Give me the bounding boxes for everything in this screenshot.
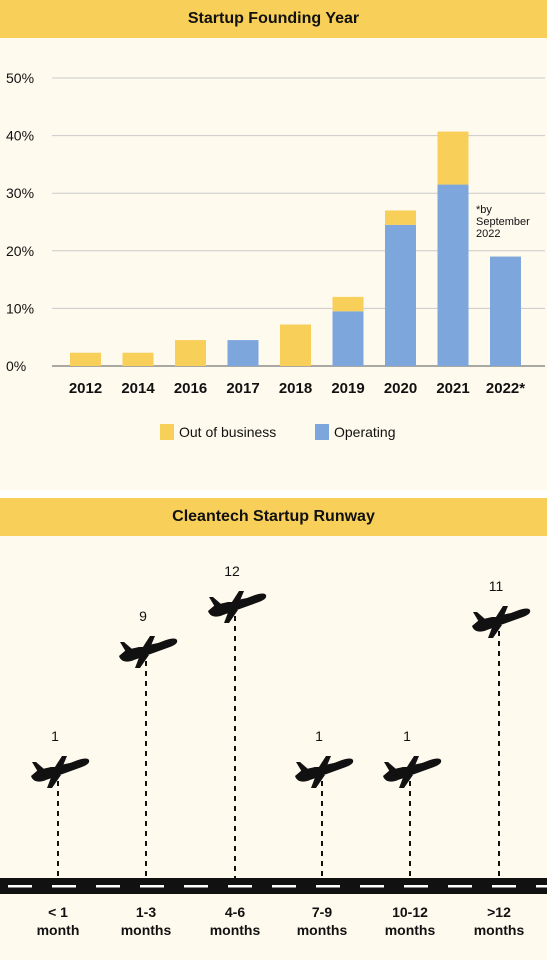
- category-label: >12: [487, 904, 511, 920]
- category-label: 7-9: [312, 904, 332, 920]
- x-tick-label: 2018: [279, 380, 312, 397]
- category-label: month: [37, 922, 80, 938]
- y-tick-label: 40%: [6, 128, 34, 144]
- airplane-icon: [295, 756, 354, 788]
- bar-operating: [332, 311, 364, 366]
- airplane-shape: [31, 756, 90, 788]
- airplane-shape: [208, 591, 267, 623]
- value-label: 9: [139, 608, 147, 624]
- value-label: 1: [51, 728, 59, 744]
- category-label: months: [474, 922, 525, 938]
- x-tick-label: 2020: [384, 380, 417, 397]
- bar-operating: [490, 256, 521, 366]
- y-tick-label: 10%: [6, 300, 34, 316]
- bar-out-of-business: [122, 352, 154, 366]
- airplane-shape: [383, 756, 442, 788]
- runway-marking: [492, 885, 516, 888]
- airplane-icon: [208, 591, 267, 623]
- x-tick-label: 2016: [174, 380, 207, 397]
- founding-year-chart: 0% 10% 20% 30% 40% 50% 2012 2014 2016 2017 2018 201…: [6, 70, 545, 440]
- x-tick-label: 2022*: [486, 380, 525, 397]
- chart-title-founding-year: Startup Founding Year: [0, 0, 547, 38]
- legend-label: Out of business: [179, 424, 276, 440]
- bar-out-of-business: [70, 352, 101, 366]
- x-tick-label: 2019: [331, 380, 364, 397]
- x-tick-label: 2014: [121, 380, 155, 397]
- bar-operating: [385, 224, 416, 366]
- value-label: 11: [489, 578, 504, 594]
- value-label: 12: [224, 563, 240, 579]
- runway-marking: [360, 885, 384, 888]
- bar-out-of-business: [280, 324, 311, 366]
- bar-out-of-business: [332, 296, 364, 312]
- category-label: 1-3: [136, 904, 156, 920]
- legend-label: Operating: [334, 424, 395, 440]
- annotation-text: 2022: [476, 228, 500, 240]
- legend-swatch: [315, 424, 329, 440]
- runway-chart: 1 < 1 month 9 1-3 months 12 4-6 months 1 7-9 months…: [0, 563, 547, 938]
- value-label: 1: [403, 728, 411, 744]
- runway-marking: [52, 885, 76, 888]
- airplane-icon: [472, 606, 531, 638]
- runway-marking: [404, 885, 428, 888]
- bar-out-of-business: [385, 210, 416, 225]
- y-tick-label: 20%: [6, 243, 34, 259]
- category-label: < 1: [48, 904, 68, 920]
- runway-marking: [316, 885, 340, 888]
- runway-marking: [140, 885, 164, 888]
- annotation-text: *by: [476, 204, 492, 216]
- category-label: 10-12: [392, 904, 428, 920]
- x-tick-label: 2012: [69, 380, 102, 397]
- airplane-icon: [383, 756, 442, 788]
- x-tick-label: 2021: [436, 380, 469, 397]
- runway-marking: [228, 885, 252, 888]
- y-tick-label: 30%: [6, 185, 34, 201]
- y-tick-label: 0%: [6, 358, 26, 374]
- value-label: 1: [315, 728, 323, 744]
- runway-marking: [272, 885, 296, 888]
- runway-marking: [536, 885, 547, 888]
- annotation-text: September: [476, 216, 530, 228]
- runway-marking: [96, 885, 120, 888]
- legend-swatch: [160, 424, 174, 440]
- category-label: months: [297, 922, 348, 938]
- airplane-icon: [119, 636, 178, 668]
- category-label: 4-6: [225, 904, 245, 920]
- y-tick-label: 50%: [6, 70, 34, 86]
- bar-operating: [227, 340, 259, 366]
- runway-marking: [448, 885, 472, 888]
- airplane-shape: [472, 606, 531, 638]
- category-label: months: [121, 922, 172, 938]
- x-tick-label: 2017: [226, 380, 259, 397]
- runway-marking: [8, 885, 32, 888]
- category-label: months: [385, 922, 436, 938]
- bar-out-of-business: [437, 131, 469, 185]
- airplane-icon: [31, 756, 90, 788]
- bar-out-of-business: [175, 340, 206, 366]
- category-label: months: [210, 922, 261, 938]
- runway-marking: [184, 885, 208, 888]
- airplane-shape: [295, 756, 354, 788]
- airplane-shape: [119, 636, 178, 668]
- chart-title-runway: Cleantech Startup Runway: [0, 498, 547, 536]
- bar-operating: [437, 184, 469, 366]
